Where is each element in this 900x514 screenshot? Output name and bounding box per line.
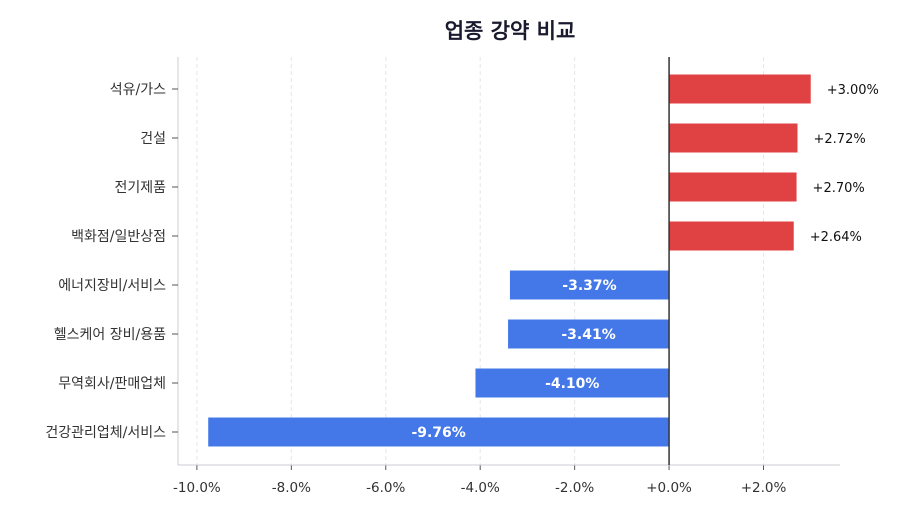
bar — [669, 74, 811, 104]
y-tick-label: 건강관리업체/서비스 — [45, 425, 166, 441]
y-tick-label: 무역회사/판매업체 — [58, 376, 166, 392]
data-label: +2.64% — [810, 230, 862, 245]
data-label: -3.37% — [562, 278, 616, 294]
data-label: +3.00% — [827, 83, 879, 98]
data-label: +2.70% — [813, 181, 865, 196]
chart-title: 업종 강약 비교 — [445, 19, 576, 43]
x-tick-label: -10.0% — [173, 480, 221, 496]
bar — [508, 319, 670, 349]
x-tick-label: -4.0% — [461, 480, 500, 496]
bar — [669, 172, 797, 202]
y-tick-label: 백화점/일반상점 — [71, 229, 166, 245]
bar — [669, 221, 794, 251]
y-tick-label: 에너지장비/서비스 — [58, 278, 166, 294]
y-tick-label: 전기제품 — [114, 180, 166, 196]
bar — [669, 123, 798, 153]
data-label: +2.72% — [814, 132, 866, 147]
data-label: -9.76% — [411, 425, 465, 441]
bar — [208, 417, 670, 447]
x-tick-label: -2.0% — [555, 480, 594, 496]
y-tick-label: 건설 — [140, 131, 166, 147]
x-tick-label: +0.0% — [646, 480, 692, 496]
y-tick-label: 헬스케어 장비/용품 — [54, 327, 166, 343]
data-label: -3.41% — [561, 327, 615, 343]
x-tick-label: -6.0% — [366, 480, 405, 496]
data-label: -4.10% — [545, 376, 599, 392]
bar — [509, 270, 670, 300]
bar — [475, 368, 670, 398]
y-tick-label: 석유/가스 — [110, 82, 166, 98]
x-tick-label: +2.0% — [741, 480, 787, 496]
x-tick-label: -8.0% — [272, 480, 311, 496]
